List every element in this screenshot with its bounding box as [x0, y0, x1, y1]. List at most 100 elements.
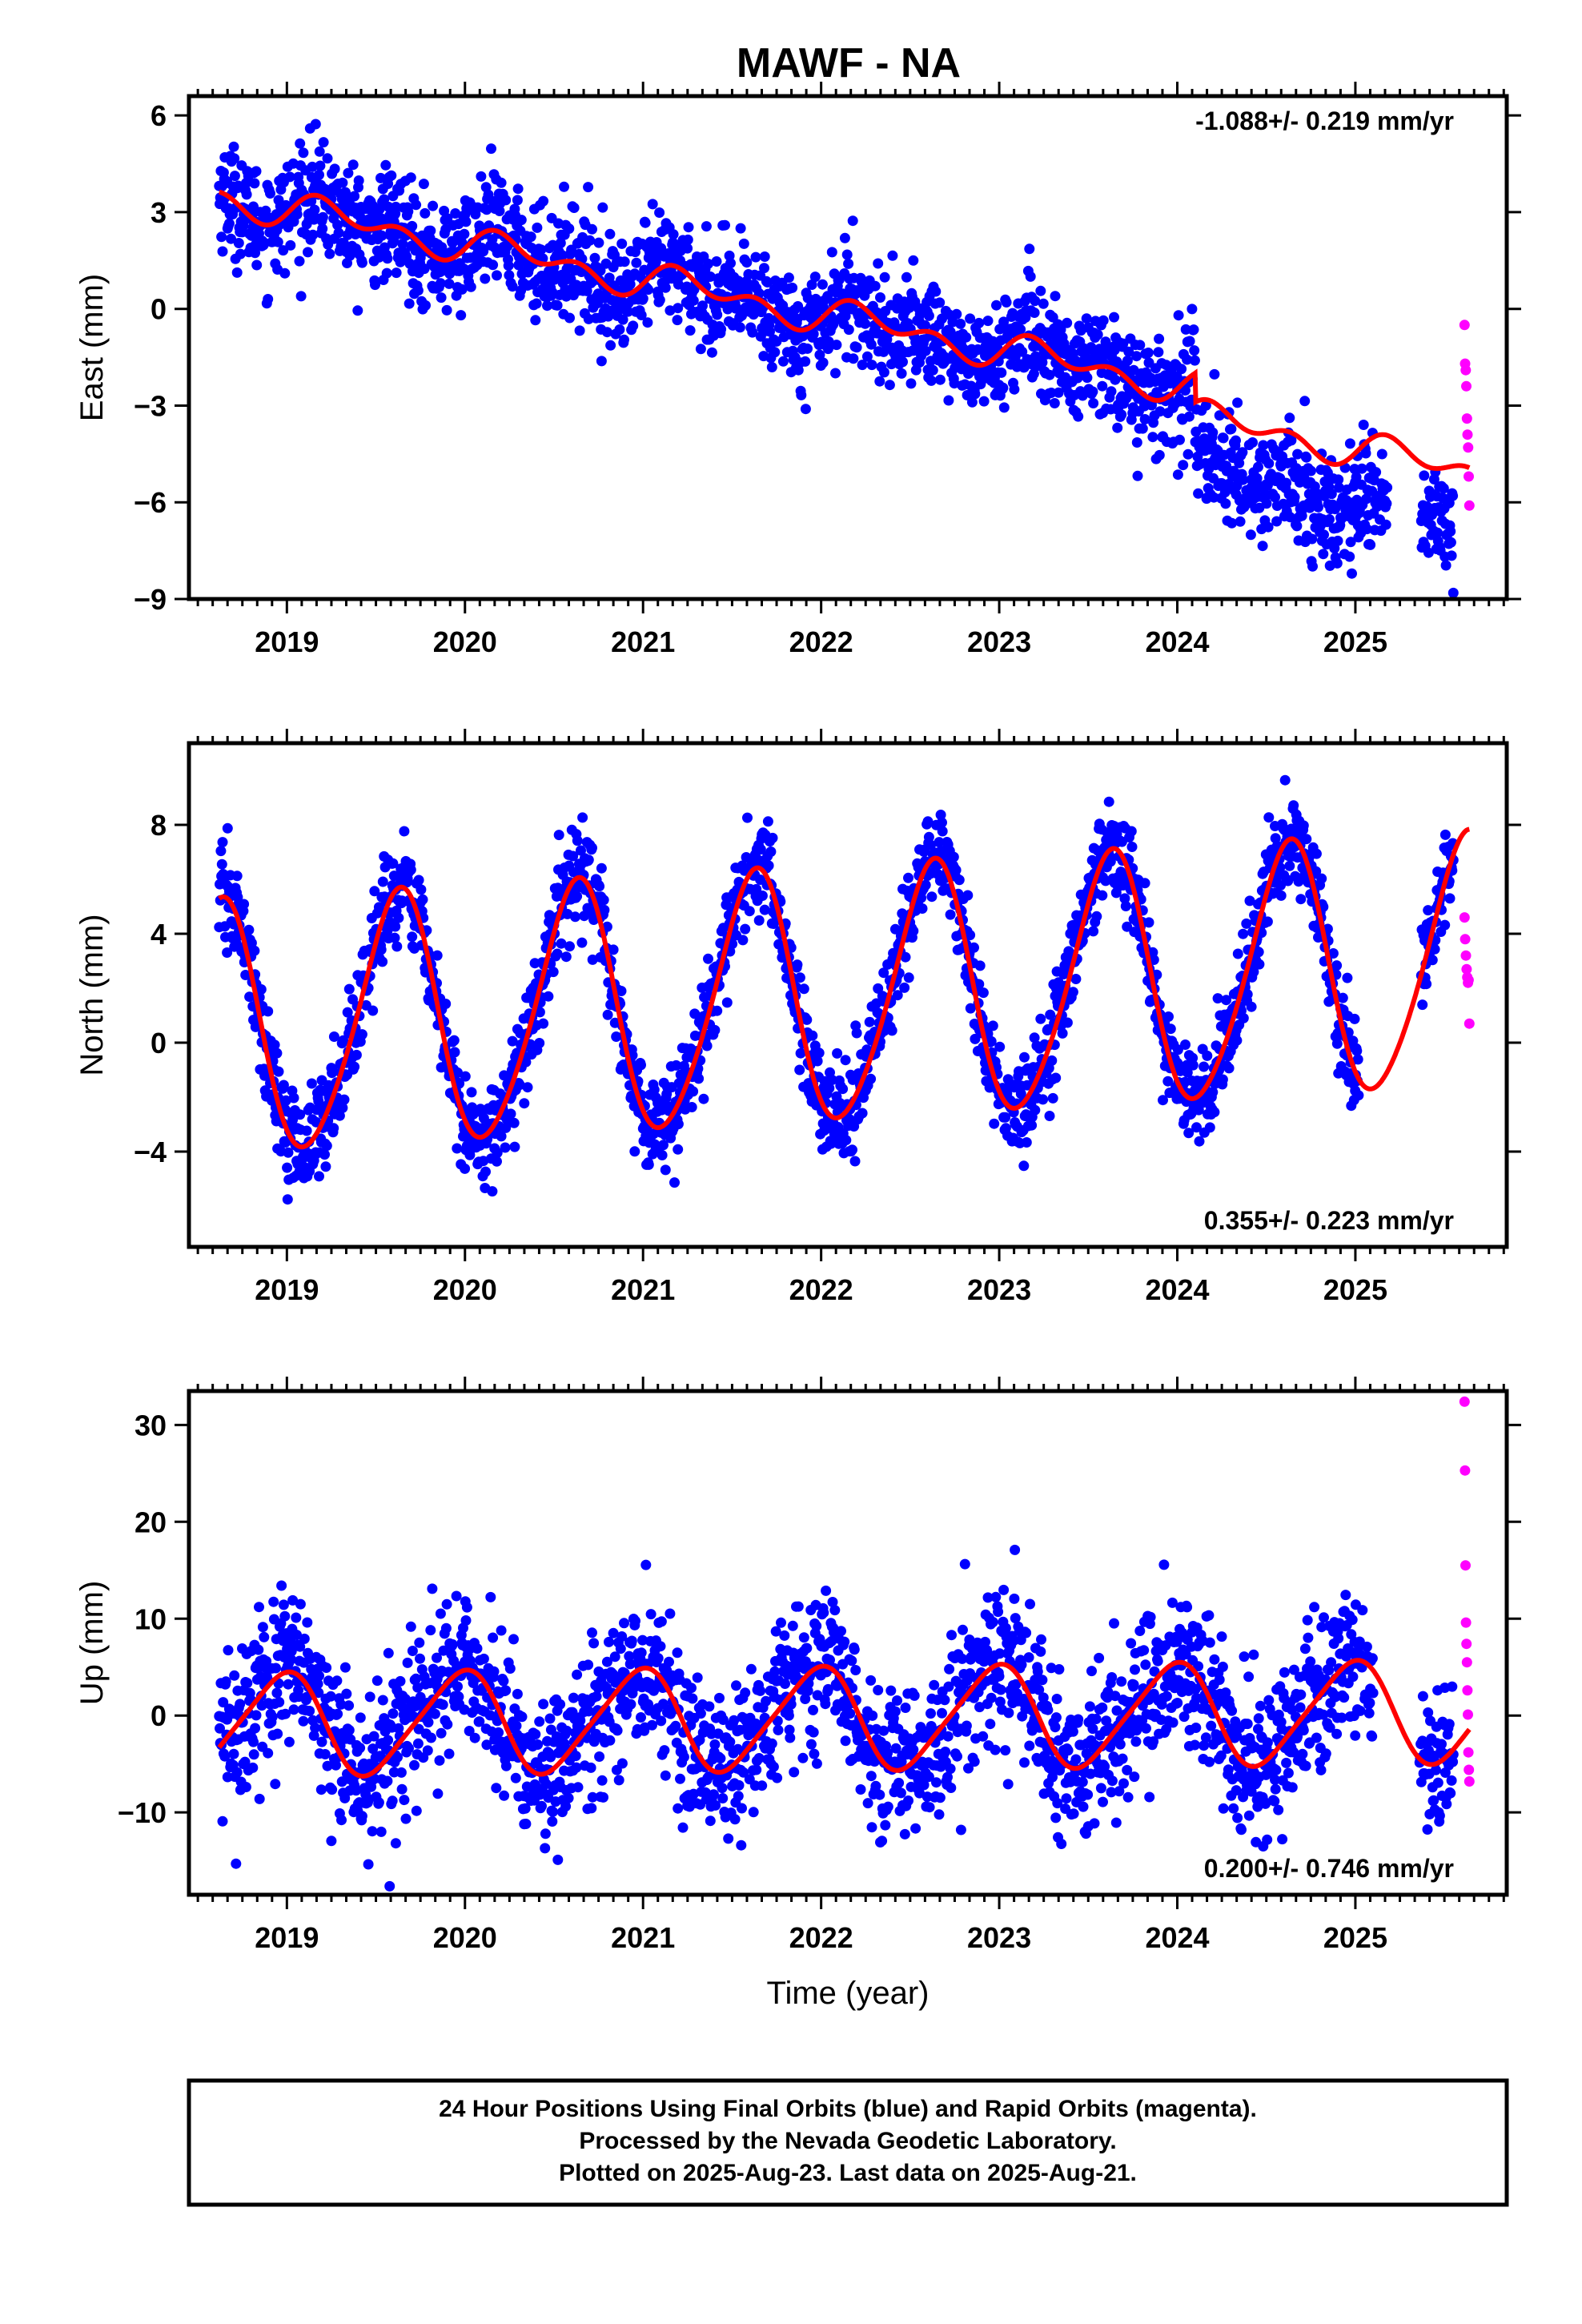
- final-point: [970, 388, 981, 400]
- final-point: [1301, 834, 1312, 845]
- final-point: [444, 278, 455, 289]
- final-point: [344, 250, 355, 261]
- final-point: [869, 280, 881, 292]
- final-point: [564, 312, 575, 324]
- final-point: [278, 1080, 289, 1091]
- final-point: [301, 1125, 312, 1136]
- final-point: [693, 1073, 705, 1084]
- final-point: [449, 1047, 460, 1058]
- y-tick-label: 0: [151, 1027, 167, 1059]
- final-point: [263, 1006, 274, 1017]
- rapid-point: [1460, 950, 1472, 961]
- final-point: [390, 921, 401, 932]
- final-point: [279, 267, 291, 279]
- final-point: [1356, 463, 1367, 474]
- final-point: [1351, 1045, 1363, 1056]
- final-point: [1285, 512, 1295, 523]
- final-point: [1194, 1136, 1205, 1147]
- final-point: [416, 884, 427, 895]
- final-point: [901, 271, 912, 283]
- final-point: [391, 941, 403, 952]
- final-point: [601, 921, 612, 932]
- final-point: [1427, 955, 1438, 966]
- final-point: [755, 844, 766, 855]
- final-point: [287, 1114, 299, 1125]
- final-point: [619, 334, 629, 345]
- final-point: [1053, 387, 1064, 398]
- final-point: [660, 1164, 671, 1176]
- final-point: [298, 1715, 309, 1727]
- final-point: [1207, 427, 1219, 438]
- final-point: [329, 163, 340, 175]
- final-point: [688, 295, 699, 306]
- rapid-point: [1464, 1018, 1475, 1029]
- final-point: [636, 1059, 646, 1071]
- final-point: [962, 890, 974, 901]
- final-point: [1109, 312, 1119, 323]
- final-point: [272, 1728, 283, 1739]
- rapid-point: [1462, 429, 1473, 440]
- final-point: [441, 304, 452, 316]
- final-point: [759, 904, 770, 915]
- final-point: [376, 230, 387, 241]
- final-point: [405, 172, 416, 183]
- final-point: [643, 284, 654, 296]
- final-point: [668, 229, 679, 240]
- final-point: [397, 239, 408, 249]
- final-point: [878, 367, 889, 378]
- final-point: [1154, 406, 1166, 417]
- final-point: [1237, 447, 1248, 458]
- final-point: [1037, 357, 1048, 368]
- final-point: [1349, 464, 1360, 475]
- final-point: [1134, 340, 1146, 351]
- final-point: [315, 1784, 327, 1795]
- rapid-point: [1459, 912, 1470, 923]
- final-point: [512, 195, 523, 206]
- final-point: [1189, 355, 1200, 366]
- final-point: [249, 178, 260, 189]
- final-point: [231, 267, 243, 278]
- final-point: [272, 236, 283, 247]
- plot-frame: [187, 94, 1509, 601]
- final-point: [596, 862, 607, 874]
- final-point: [284, 171, 295, 183]
- final-point: [1207, 1087, 1219, 1098]
- final-point: [1038, 298, 1049, 309]
- x-tick-label: 2020: [433, 625, 497, 658]
- final-point: [831, 340, 842, 351]
- final-point: [926, 839, 936, 850]
- final-point: [496, 177, 507, 188]
- final-point: [452, 1067, 463, 1078]
- final-point: [530, 315, 541, 326]
- final-point: [1365, 539, 1376, 550]
- final-point: [1081, 313, 1092, 324]
- final-point: [1019, 1051, 1030, 1063]
- final-point: [317, 211, 328, 223]
- final-point: [903, 872, 913, 883]
- final-point: [1082, 372, 1093, 384]
- final-point: [807, 1030, 818, 1041]
- final-point: [706, 347, 717, 358]
- final-point: [1182, 354, 1193, 365]
- final-point: [314, 169, 324, 180]
- final-point: [594, 881, 605, 892]
- final-point: [383, 1735, 394, 1746]
- final-point: [665, 305, 676, 316]
- final-point: [251, 259, 263, 271]
- final-point: [500, 1142, 511, 1153]
- final-point: [689, 1008, 701, 1019]
- final-point: [837, 1084, 849, 1095]
- final-point: [411, 199, 422, 211]
- final-point: [228, 1748, 239, 1759]
- final-point: [703, 953, 713, 964]
- final-point: [231, 1858, 242, 1869]
- final-point: [851, 1027, 862, 1039]
- final-point: [387, 858, 399, 869]
- final-point: [1263, 812, 1275, 823]
- final-point: [274, 1697, 285, 1707]
- final-point: [302, 1617, 313, 1628]
- final-point: [1162, 1076, 1174, 1087]
- x-tick-label: 2022: [789, 625, 853, 658]
- final-point: [1238, 1012, 1249, 1023]
- final-point: [570, 911, 580, 923]
